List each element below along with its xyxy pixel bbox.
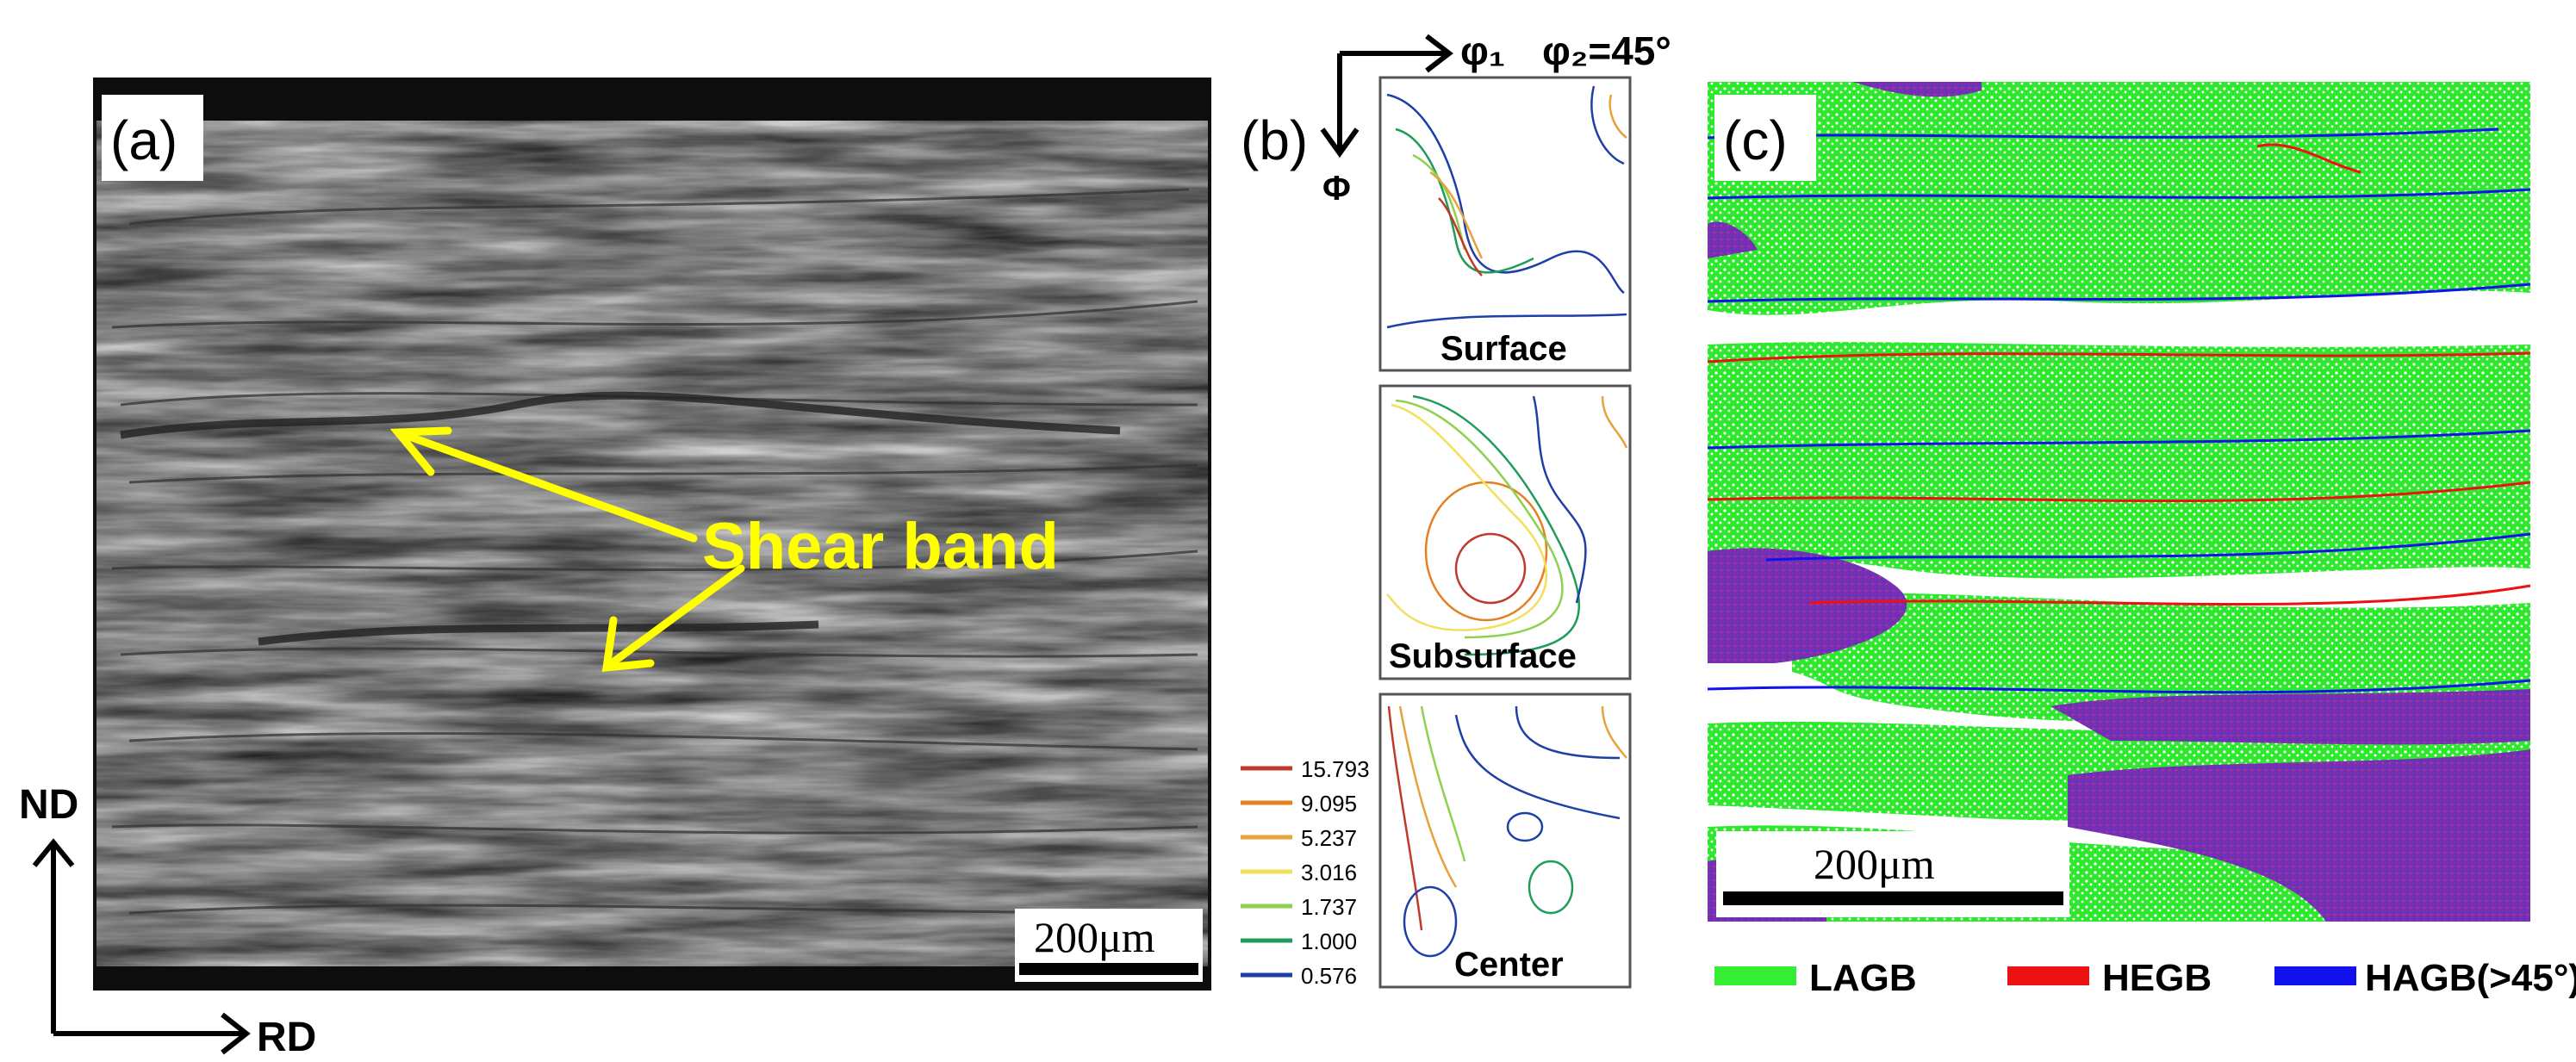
legend-value-3: 3.016 — [1301, 860, 1357, 885]
shear-band-arrows — [389, 426, 745, 673]
nd-rd-axes — [32, 838, 251, 1055]
legend-label-hagb: HAGB(>45°) — [2365, 957, 2576, 999]
axis-Phi: Φ — [1322, 170, 1351, 208]
legend-value-1: 9.095 — [1301, 791, 1357, 817]
panel-c-label: (c) — [1723, 109, 1788, 171]
axis-phi2: φ₂=45° — [1542, 28, 1671, 73]
panel-a: (a) Shear band 200μm ND RD — [19, 78, 1211, 1060]
odf-subplot-subsurface: Subsurface — [1378, 384, 1632, 680]
legend-label-lagb: LAGB — [1809, 957, 1917, 999]
axis-rd: RD — [257, 1015, 316, 1060]
axis-nd: ND — [19, 782, 78, 828]
ebsd-boundaries — [1707, 127, 2531, 694]
panel-b-label: (b) — [1241, 109, 1308, 171]
scale-bar-c-text: 200μm — [1814, 840, 1935, 888]
odf-axes — [1320, 34, 1453, 158]
panel-c: (c) 200μm LAGB HEGB HAGB(>45°) — [1707, 82, 2576, 999]
ebsd-legend: LAGB HEGB HAGB(>45°) — [1714, 957, 2576, 999]
scale-bar-a — [1019, 963, 1198, 975]
shear-band-dark — [120, 391, 1121, 646]
odf-subplot-center: Center — [1378, 692, 1632, 989]
axis-phi1: φ₁ — [1460, 28, 1505, 73]
legend-swatch-hagb — [2274, 966, 2356, 985]
shear-band-label: Shear band — [702, 510, 1059, 583]
legend-swatch-hegb — [2007, 966, 2089, 985]
micrograph — [96, 121, 1208, 969]
panel-a-label: (a) — [110, 109, 177, 171]
caption-subsurface: Subsurface — [1389, 637, 1577, 675]
caption-surface: Surface — [1440, 330, 1567, 368]
scale-bar-c — [1723, 891, 2063, 905]
label-c-bg — [1714, 95, 1816, 181]
legend-value-0: 15.793 — [1301, 756, 1370, 782]
odf-legend: 15.793 9.095 5.237 3.016 1.737 1.000 0.5… — [1241, 756, 1370, 989]
legend-value-5: 1.000 — [1301, 928, 1357, 954]
legend-label-hegb: HEGB — [2102, 957, 2212, 999]
legend-value-4: 1.737 — [1301, 894, 1357, 920]
legend-value-2: 5.237 — [1301, 825, 1357, 851]
legend-swatch-lagb — [1714, 966, 1796, 985]
legend-value-6: 0.576 — [1301, 963, 1357, 989]
flow-lines — [111, 188, 1198, 915]
scale-bar-a-text: 200μm — [1034, 913, 1155, 961]
micrograph-top-edge — [93, 78, 1211, 121]
label-a-bg — [102, 95, 203, 181]
caption-center: Center — [1454, 946, 1564, 984]
odf-subplot-surface: Surface — [1378, 76, 1632, 372]
panel-b: (b) φ₁ φ₂=45° Φ Surface — [1241, 28, 1671, 989]
